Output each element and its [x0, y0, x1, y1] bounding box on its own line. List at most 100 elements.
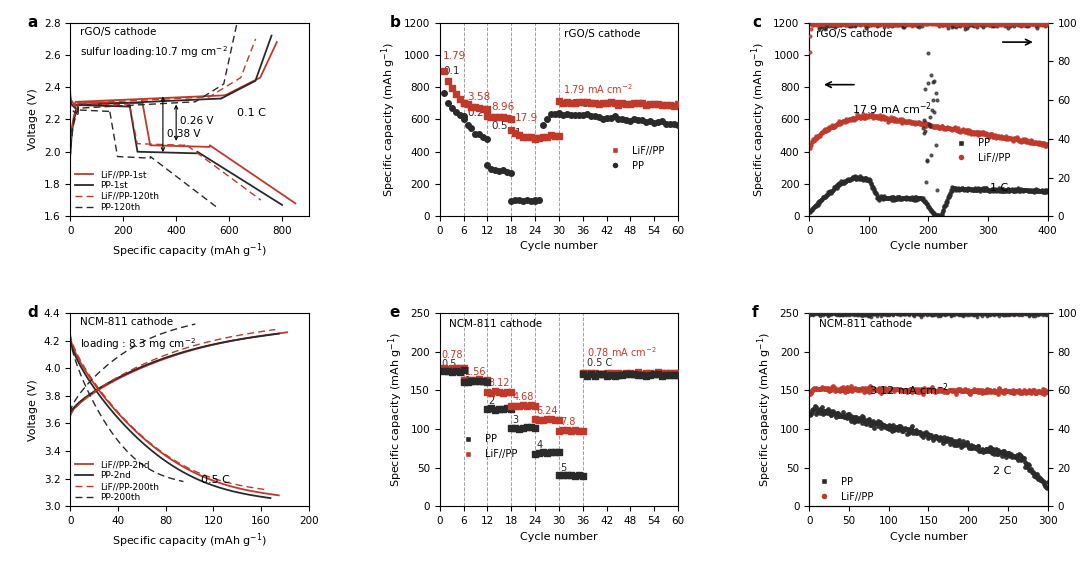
Point	[842, 308, 860, 318]
Point	[1000, 186, 1017, 195]
Point	[818, 126, 835, 135]
Point	[900, 118, 917, 127]
Point	[940, 193, 957, 202]
Point	[816, 385, 834, 394]
Point	[831, 179, 848, 188]
Point	[934, 439, 951, 448]
Point	[907, 308, 924, 318]
Point	[1011, 385, 1028, 394]
Point	[924, 386, 942, 395]
Point	[606, 369, 623, 378]
Point	[1037, 17, 1054, 26]
Point	[1003, 453, 1021, 462]
Point	[934, 309, 951, 318]
Point	[981, 387, 998, 396]
Point	[495, 166, 512, 175]
Point	[944, 183, 961, 192]
Point	[958, 19, 975, 28]
Point	[953, 184, 970, 193]
Point	[1028, 309, 1045, 318]
Point	[526, 424, 543, 433]
Point	[1008, 17, 1025, 26]
Point	[922, 122, 940, 131]
Point	[843, 175, 861, 184]
Point	[928, 122, 945, 131]
Point	[1016, 462, 1034, 471]
Point	[874, 193, 891, 203]
Point	[1029, 310, 1047, 319]
Point	[994, 309, 1011, 318]
Point	[980, 17, 997, 26]
Point	[886, 116, 903, 125]
Point	[930, 387, 947, 396]
Point	[940, 20, 957, 29]
Point	[947, 309, 964, 318]
Point	[1015, 20, 1032, 30]
Point	[929, 18, 946, 27]
Point	[996, 19, 1013, 28]
Point	[960, 18, 977, 27]
Point	[813, 194, 831, 203]
Point	[956, 441, 973, 450]
Point	[1003, 20, 1021, 29]
Point	[858, 23, 875, 32]
Point	[1022, 310, 1039, 319]
Point	[1009, 134, 1026, 143]
Text: 3.58: 3.58	[468, 92, 490, 102]
Point	[1022, 19, 1039, 28]
Point	[518, 196, 536, 205]
Point	[1002, 133, 1020, 142]
Point	[893, 118, 910, 127]
Point	[825, 183, 842, 192]
Point	[921, 112, 939, 121]
Point	[867, 188, 885, 197]
Point	[823, 19, 840, 28]
Point	[941, 18, 958, 27]
Point	[811, 311, 828, 320]
Point	[1027, 388, 1044, 397]
Point	[649, 99, 666, 108]
Point	[1029, 186, 1047, 195]
Point	[1035, 389, 1052, 398]
Point	[890, 308, 907, 318]
Point	[916, 118, 933, 127]
Point	[872, 112, 889, 121]
Point	[827, 310, 845, 319]
Point	[876, 422, 893, 431]
Point	[893, 310, 910, 319]
Point	[983, 185, 1000, 194]
Point	[966, 442, 983, 451]
Point	[879, 114, 896, 123]
Point	[1032, 19, 1050, 28]
Point	[945, 185, 962, 194]
Point	[883, 310, 901, 319]
Point	[826, 121, 843, 130]
Point	[1026, 308, 1043, 318]
Point	[1025, 472, 1042, 481]
Point	[1027, 139, 1044, 148]
Point	[990, 17, 1008, 26]
Point	[977, 184, 995, 193]
Point	[845, 17, 862, 26]
Y-axis label: Specific capacity (mAh g$^{-1}$): Specific capacity (mAh g$^{-1}$)	[379, 42, 399, 197]
Point	[963, 127, 981, 137]
Point	[856, 17, 874, 26]
Point	[820, 308, 837, 318]
Point	[471, 104, 488, 113]
Point	[896, 19, 914, 28]
Point	[906, 308, 923, 318]
Point	[847, 17, 864, 26]
Point	[985, 184, 1002, 193]
Point	[1016, 20, 1034, 29]
Point	[821, 188, 838, 197]
Point	[882, 116, 900, 125]
Point	[1008, 451, 1025, 460]
Point	[885, 114, 902, 123]
Point	[1001, 19, 1018, 28]
Point	[894, 308, 912, 318]
Point	[1008, 185, 1025, 195]
Point	[499, 387, 516, 397]
Point	[1031, 476, 1049, 485]
Point	[834, 18, 851, 27]
Point	[833, 20, 850, 29]
